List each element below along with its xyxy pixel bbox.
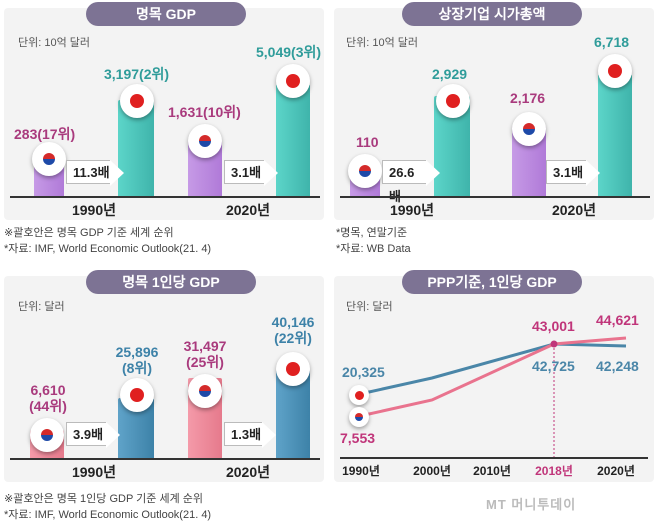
ratio-arrow-2020: 1.3배 — [224, 422, 276, 448]
jp-bar-2020 — [598, 74, 632, 196]
jp-value-2020: 42,248 — [596, 358, 639, 374]
kr-value-2018: 43,001 — [532, 318, 575, 334]
jp-value-1990: 2,929 — [432, 66, 468, 82]
ppp-line-chart — [340, 336, 648, 459]
note-source: *자료: IMF, World Economic Outlook(21. 4) — [4, 243, 212, 255]
x-tick-1990: 1990년 — [342, 464, 380, 478]
japan-flag-icon — [598, 54, 632, 88]
jp-value-1990: 25,896 (8위) — [115, 344, 159, 376]
kr-value-2020: 1,631(10위) — [168, 104, 241, 120]
jp-value-2020: 5,049(3위) — [256, 44, 322, 60]
ratio-arrow-2020: 3.1배 — [224, 160, 278, 186]
jp-value-1990: 20,325 — [342, 364, 385, 380]
kr-value-2020: 31,497 (25위) — [183, 338, 227, 370]
kr-value-1990: 110 — [356, 134, 379, 150]
note-rank: ※괄호안은 명목 1인당 GDP 기준 세계 순위 — [4, 493, 203, 505]
x-label-1990: 1990년 — [71, 202, 117, 218]
brand-logo: MT 머니투데이 — [486, 497, 577, 512]
panel-title-market-cap: 상장기업 시가총액 — [402, 2, 582, 26]
unit-label: 단위: 달러 — [18, 301, 65, 313]
x-label-1990: 1990년 — [71, 464, 117, 480]
korea-flag-icon — [188, 374, 222, 408]
jp-value-2018: 42,725 — [532, 358, 575, 374]
point-2018 — [550, 340, 558, 348]
japan-ppp-line — [359, 342, 627, 396]
japan-flag-icon — [436, 84, 470, 118]
korea-flag-icon — [349, 407, 369, 427]
baseline — [340, 196, 650, 198]
kr-value-2020: 44,621 — [596, 312, 639, 328]
japan-flag-icon — [276, 64, 310, 98]
kr-value-2020: 2,176 — [510, 90, 546, 106]
panel-title-gdp-per-capita: 명목 1인당 GDP — [86, 270, 256, 294]
kr-value-1990: 283(17위) — [14, 126, 76, 142]
x-label-2020: 2020년 — [551, 202, 597, 218]
ratio-arrow-2020: 3.1배 — [546, 160, 600, 186]
kr-value-1990: 6,610 (44위) — [29, 382, 67, 414]
x-tick-2000: 2000년 — [413, 464, 451, 478]
unit-label: 단위: 10억 달러 — [346, 37, 419, 49]
panel-ppp-gdp — [334, 276, 654, 482]
note-rank: ※괄호안은 명목 GDP 기준 세계 순위 — [4, 227, 174, 239]
korea-flag-icon — [188, 124, 222, 158]
unit-label: 단위: 달러 — [346, 301, 393, 313]
japan-flag-icon — [120, 84, 154, 118]
korea-flag-icon — [30, 418, 64, 452]
x-tick-2020: 2020년 — [597, 464, 635, 478]
jp-value-2020: 6,718 — [594, 34, 630, 50]
jp-value-2020: 40,146 (22위) — [271, 314, 315, 346]
note-source: *자료: WB Data — [336, 243, 411, 255]
note-source: *자료: IMF, World Economic Outlook(21. 4) — [4, 509, 212, 521]
ratio-arrow-1990: 3.9배 — [66, 422, 120, 448]
korea-flag-icon — [348, 154, 382, 188]
jp-value-1990: 3,197(2위) — [104, 66, 170, 82]
jp-bar-2020 — [276, 84, 310, 196]
panel-title-nominal-gdp: 명목 GDP — [86, 2, 246, 26]
korea-flag-icon — [512, 112, 546, 146]
x-label-1990: 1990년 — [389, 202, 435, 218]
note-basis: *명목, 연말기준 — [336, 227, 408, 239]
japan-flag-icon — [120, 378, 154, 412]
japan-flag-icon — [349, 385, 369, 405]
korea-ppp-line — [359, 336, 627, 418]
ratio-arrow-1990: 11.3배 — [66, 160, 124, 186]
panel-title-ppp-gdp: PPP기준, 1인당 GDP — [402, 270, 582, 294]
kr-value-1990: 7,553 — [340, 430, 376, 446]
x-label-2020: 2020년 — [225, 202, 271, 218]
x-label-2020: 2020년 — [225, 464, 271, 480]
japan-flag-icon — [276, 352, 310, 386]
korea-flag-icon — [32, 142, 66, 176]
unit-label: 단위: 10억 달러 — [18, 37, 91, 49]
baseline — [10, 196, 320, 198]
baseline — [10, 458, 320, 460]
ratio-arrow-1990: 26.6배 — [382, 160, 440, 204]
x-tick-2010: 2010년 — [473, 464, 511, 478]
x-tick-2018: 2018년 — [535, 464, 573, 478]
